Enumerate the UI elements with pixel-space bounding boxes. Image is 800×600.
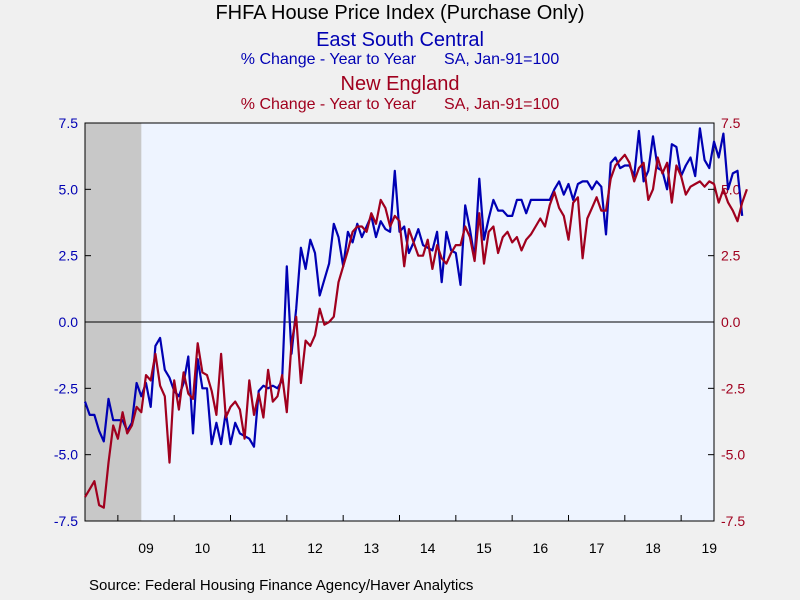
- series2-subtitle-right: SA, Jan-91=100: [444, 96, 560, 113]
- y-tick-label-left: 0.0: [59, 314, 79, 330]
- y-tick-label-right: 0.0: [721, 314, 741, 330]
- series2-subtitle-left: % Change - Year to Year: [240, 96, 417, 113]
- x-tick-label: 14: [420, 540, 436, 556]
- x-tick-label: 09: [138, 540, 154, 556]
- y-tick-label-left: 5.0: [59, 181, 79, 197]
- series-line-new-england: [84, 153, 748, 509]
- series1-subtitle-left: % Change - Year to Year: [240, 51, 417, 68]
- y-tick-label-left: -2.5: [54, 380, 78, 396]
- x-tick-label: 13: [364, 540, 380, 556]
- series2-title: New England: [340, 73, 460, 95]
- series2-subtitle: % Change - Year to Year SA, Jan-91=100: [0, 96, 800, 114]
- y-tick-label-left: 2.5: [59, 248, 79, 264]
- x-tick-label: 16: [533, 540, 549, 556]
- y-tick-label-right: 7.5: [721, 115, 741, 131]
- y-tick-label-left: 7.5: [59, 115, 79, 131]
- y-tick-label-left: -7.5: [54, 513, 78, 529]
- x-tick-label: 19: [702, 540, 718, 556]
- x-tick-label: 17: [589, 540, 605, 556]
- x-tick-label: 11: [251, 540, 266, 556]
- x-tick-label: 10: [195, 540, 211, 556]
- x-tick-label: 12: [307, 540, 323, 556]
- y-tick-label-right: -2.5: [721, 380, 745, 396]
- series1-subtitle-right: SA, Jan-91=100: [444, 51, 560, 68]
- series1-title: East South Central: [316, 29, 484, 51]
- chart-title: FHFA House Price Index (Purchase Only): [215, 2, 585, 24]
- source-note: Source: Federal Housing Finance Agency/H…: [89, 577, 474, 594]
- x-tick-label: 15: [476, 540, 492, 556]
- y-tick-label-right: -5.0: [721, 447, 745, 463]
- x-tick-label: 18: [645, 540, 661, 556]
- series1-subtitle: % Change - Year to Year SA, Jan-91=100: [0, 51, 800, 69]
- y-tick-label-right: 2.5: [721, 248, 741, 264]
- y-tick-label-left: -5.0: [54, 447, 78, 463]
- y-tick-label-right: -7.5: [721, 513, 745, 529]
